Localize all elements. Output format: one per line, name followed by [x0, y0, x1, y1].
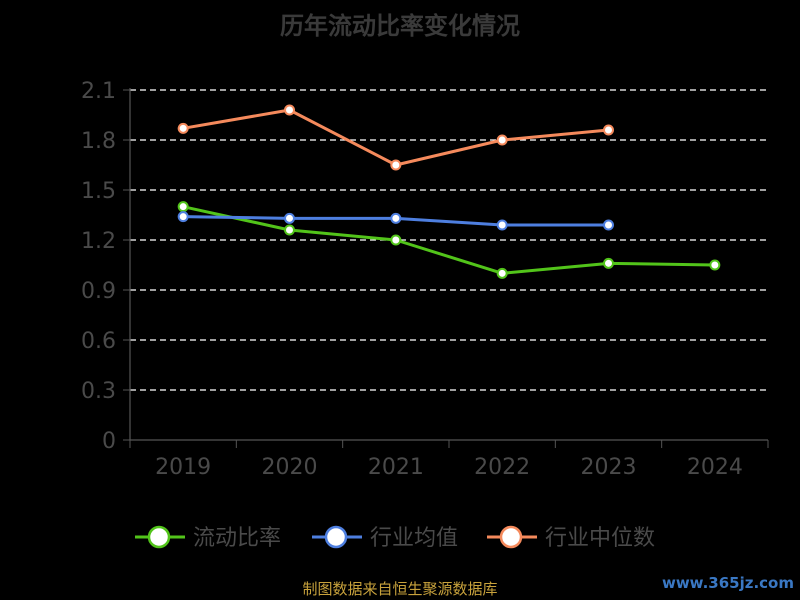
x-tick-label: 2019 [155, 455, 211, 480]
y-tick-label: 0 [102, 429, 116, 454]
legend-marker [147, 525, 171, 549]
data-point [496, 134, 508, 146]
x-tick-label: 2024 [687, 455, 743, 480]
axes: 0 0.3 0.6 0.9 1.2 1.5 1.8 2.1 2019 2020 2021 2022 20… [81, 79, 769, 480]
x-tick-label: 2020 [262, 455, 318, 480]
x-tick-label: 2023 [581, 455, 637, 480]
watermark-logo: www.365jz.com [661, 574, 794, 592]
y-tick-label: 0.9 [81, 279, 116, 304]
series-行业均值 [177, 211, 614, 231]
data-point [603, 124, 614, 136]
y-tick-label: 1.5 [81, 179, 116, 204]
y-tick-label: 1.2 [81, 229, 116, 254]
legend-marker [324, 525, 348, 549]
data-point [496, 219, 508, 231]
data-point [390, 234, 402, 246]
data-source-note: 制图数据来自恒生聚源数据库 [302, 580, 498, 598]
data-point [390, 212, 402, 224]
legend-label: 流动比率 [193, 526, 281, 551]
data-point [177, 201, 189, 213]
data-point [177, 122, 189, 134]
data-point [390, 159, 402, 171]
y-tick-label: 0.6 [81, 329, 116, 354]
data-point [284, 224, 295, 236]
data-point [709, 259, 721, 271]
data-point [177, 211, 189, 223]
legend-item[interactable]: 行业中位数 [487, 525, 655, 551]
data-point [284, 104, 295, 116]
legend-item[interactable]: 行业均值 [312, 525, 458, 551]
legend-label: 行业中位数 [545, 526, 655, 551]
data-point [603, 219, 614, 231]
legend-marker [499, 525, 523, 549]
x-tick-label: 2021 [368, 455, 424, 480]
y-tick-label: 0.3 [81, 379, 116, 404]
x-tick-label: 2022 [474, 455, 530, 480]
data-point [603, 257, 614, 269]
y-tick-label: 2.1 [81, 79, 116, 104]
legend-label: 行业均值 [370, 526, 458, 551]
series-行业中位数 [177, 104, 614, 171]
data-point [496, 267, 508, 279]
series-line [182, 108, 609, 167]
series-line [182, 205, 715, 275]
y-tick-label: 1.8 [81, 129, 116, 154]
grid-lines [130, 89, 768, 391]
series-流动比率 [177, 201, 721, 279]
legend-item[interactable]: 流动比率 [135, 525, 281, 551]
legend[interactable]: 流动比率 行业均值 行业中位数 [135, 525, 655, 551]
chart-title: 历年流动比率变化情况 [280, 12, 520, 40]
series-lines [177, 104, 721, 279]
data-point [284, 212, 295, 224]
